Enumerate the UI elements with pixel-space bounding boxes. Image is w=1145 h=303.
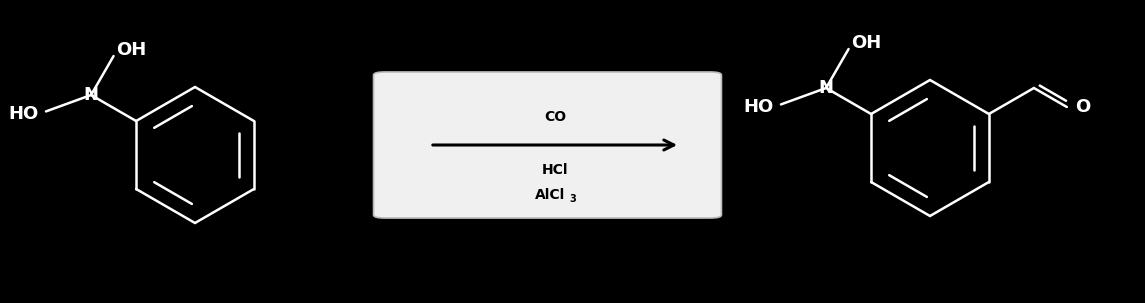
FancyBboxPatch shape: [373, 72, 721, 218]
Text: 3: 3: [569, 194, 576, 204]
Text: O: O: [1075, 98, 1090, 116]
Text: N: N: [819, 79, 834, 97]
Text: N: N: [84, 86, 98, 104]
Text: CO: CO: [544, 110, 566, 124]
Text: OH: OH: [117, 41, 147, 59]
Text: AlCl: AlCl: [535, 188, 566, 202]
Text: HCl: HCl: [542, 163, 568, 177]
Text: HO: HO: [9, 105, 39, 123]
Text: OH: OH: [852, 34, 882, 52]
Text: HO: HO: [744, 98, 774, 116]
